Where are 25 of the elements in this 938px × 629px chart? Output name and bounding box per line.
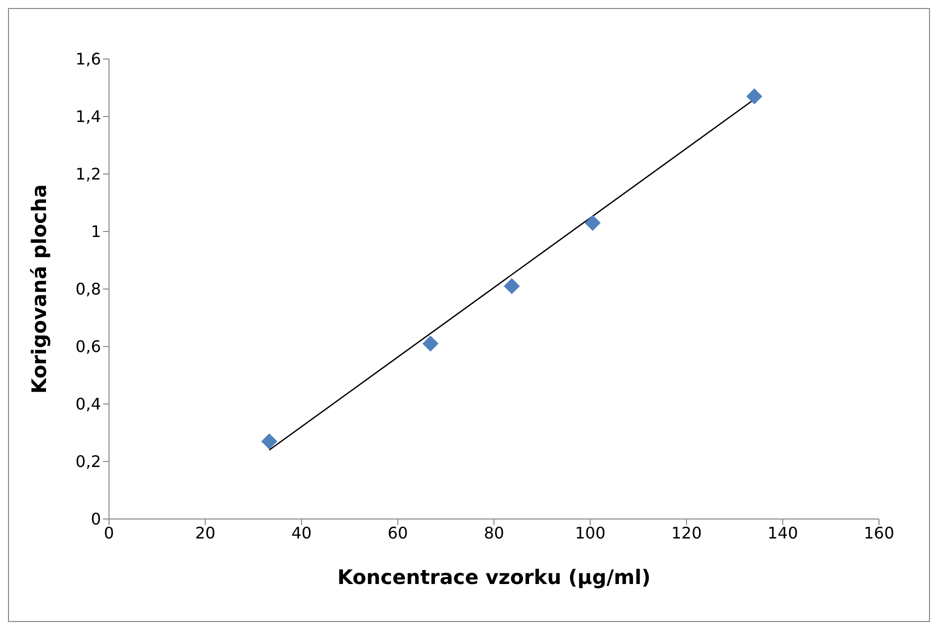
x-tick-label: 40 — [291, 523, 312, 542]
x-tick-label: 140 — [767, 523, 798, 542]
x-tick-label: 120 — [671, 523, 702, 542]
point — [261, 433, 278, 450]
point — [504, 278, 520, 294]
y-tick-label: 0,2 — [76, 452, 101, 472]
x-tick-label: 160 — [864, 523, 894, 542]
x-tick-label: 100 — [574, 523, 606, 542]
point — [584, 214, 601, 231]
x-tick-label: 20 — [195, 523, 216, 542]
y-tick-label: 1,4 — [76, 107, 101, 126]
y-tick-label: 1,6 — [76, 50, 101, 69]
y-tick-label: 0,8 — [76, 280, 101, 299]
point — [746, 88, 762, 104]
y-tick-label: 0,6 — [76, 337, 101, 356]
x-axis-title: Koncentrace vzorku (µg/ml) — [337, 565, 651, 589]
y-tick-label: 0,4 — [76, 394, 101, 414]
y-tick-label: 0 — [90, 510, 101, 529]
y-tick-label: 1 — [90, 222, 101, 242]
x-tick-label: 0 — [104, 523, 114, 542]
y-tick-label: 1,2 — [76, 164, 101, 184]
y-axis-title: Korigovaná plocha — [27, 184, 52, 394]
x-tick-label: 60 — [388, 523, 408, 542]
x-tick-label: 80 — [484, 523, 504, 542]
point — [422, 336, 438, 352]
